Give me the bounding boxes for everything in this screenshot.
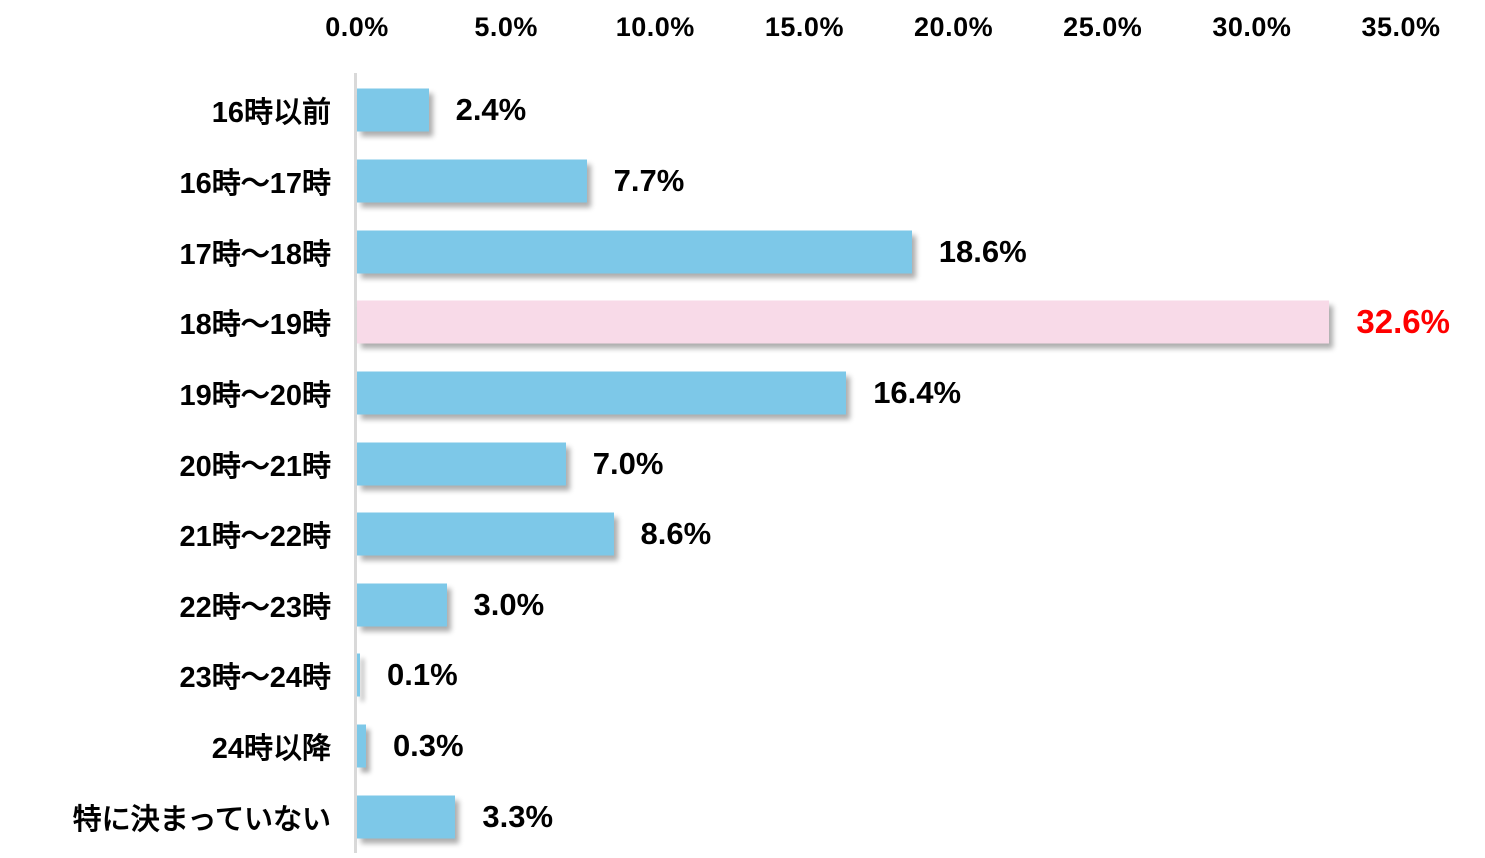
value-label: 2.4% — [455, 92, 527, 128]
bar-row: 17時〜18時 18.6% — [0, 216, 1485, 287]
value-label: 16.4% — [873, 374, 962, 410]
bar — [357, 230, 912, 274]
category-label: 18時〜19時 — [179, 309, 331, 342]
bar — [357, 512, 614, 556]
bar — [357, 371, 847, 415]
bar-row: 24時以降 0.3% — [0, 711, 1485, 782]
category-label: 16時〜17時 — [179, 167, 331, 200]
value-label: 32.6% — [1356, 303, 1450, 341]
x-axis-tick: 30.0% — [1212, 12, 1292, 42]
value-label: 0.3% — [392, 728, 464, 764]
value-label: 7.0% — [592, 445, 664, 481]
bar-row: 22時〜23時 3.0% — [0, 569, 1485, 640]
bar-row: 21時〜22時 8.6% — [0, 499, 1485, 570]
chart-rows: 16時以前 2.4% 16時〜17時 7.7% 17時〜18時 18.6% 18時〜19時 3… — [0, 75, 1485, 852]
bar — [357, 724, 366, 768]
bar-highlighted — [357, 300, 1330, 344]
category-label: 特に決まっていない — [72, 803, 331, 836]
x-axis-tick: 20.0% — [914, 12, 994, 42]
category-label: 17時〜18時 — [179, 238, 331, 271]
bar-row: 19時〜20時 16.4% — [0, 358, 1485, 429]
x-axis-tick: 25.0% — [1063, 12, 1143, 42]
x-axis-tick: 35.0% — [1361, 12, 1441, 42]
bar — [357, 583, 447, 627]
category-label: 19時〜20時 — [179, 379, 331, 412]
bar — [357, 88, 429, 132]
bar-row: 20時〜21時 7.0% — [0, 428, 1485, 499]
bar — [357, 795, 456, 839]
category-label: 22時〜23時 — [179, 591, 331, 624]
x-axis-tick: 0.0% — [325, 12, 389, 42]
bar — [357, 442, 566, 486]
value-label: 8.6% — [640, 516, 712, 552]
category-label: 24時以降 — [211, 733, 331, 766]
x-axis-tick: 5.0% — [474, 12, 538, 42]
value-label: 0.1% — [386, 657, 458, 693]
category-label: 23時〜24時 — [179, 662, 331, 695]
bar — [357, 159, 587, 203]
bar — [357, 653, 360, 697]
bar-row: 特に決まっていない 3.3% — [0, 781, 1485, 852]
value-label: 7.7% — [613, 162, 685, 198]
bar-row: 16時〜17時 7.7% — [0, 146, 1485, 217]
value-label: 3.3% — [482, 798, 554, 834]
category-label: 21時〜22時 — [179, 521, 331, 554]
bar-row: 16時以前 2.4% — [0, 75, 1485, 146]
value-label: 18.6% — [938, 233, 1027, 269]
y-axis-line — [354, 73, 357, 853]
value-label: 3.0% — [473, 586, 545, 622]
bar-row: 18時〜19時 32.6% — [0, 287, 1485, 358]
category-label: 20時〜21時 — [179, 450, 331, 483]
x-axis-ticks: 0.0% 5.0% 10.0% 15.0% 20.0% 25.0% 30.0% 35.0% — [0, 12, 1485, 54]
category-label: 16時以前 — [211, 97, 331, 130]
bar-row: 23時〜24時 0.1% — [0, 640, 1485, 711]
x-axis-tick: 15.0% — [764, 12, 844, 42]
x-axis-tick: 10.0% — [615, 12, 695, 42]
